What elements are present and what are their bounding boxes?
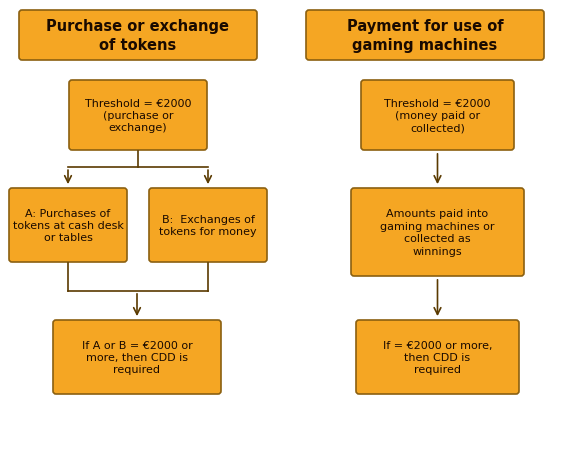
FancyBboxPatch shape: [306, 11, 544, 61]
Text: Amounts paid into
gaming machines or
collected as
winnings: Amounts paid into gaming machines or col…: [380, 209, 495, 256]
FancyBboxPatch shape: [53, 320, 221, 394]
Text: Purchase or exchange
of tokens: Purchase or exchange of tokens: [46, 19, 229, 53]
FancyBboxPatch shape: [351, 188, 524, 276]
Text: B:  Exchanges of
tokens for money: B: Exchanges of tokens for money: [159, 214, 257, 237]
Text: Threshold = €2000
(purchase or
exchange): Threshold = €2000 (purchase or exchange): [85, 98, 191, 133]
Text: If A or B = €2000 or
more, then CDD is
required: If A or B = €2000 or more, then CDD is r…: [81, 340, 192, 374]
FancyBboxPatch shape: [69, 81, 207, 151]
Text: If = €2000 or more,
then CDD is
required: If = €2000 or more, then CDD is required: [383, 340, 492, 374]
Text: Threshold = €2000
(money paid or
collected): Threshold = €2000 (money paid or collect…: [384, 98, 491, 133]
FancyBboxPatch shape: [149, 188, 267, 263]
Text: A: Purchases of
tokens at cash desk
or tables: A: Purchases of tokens at cash desk or t…: [13, 208, 123, 243]
FancyBboxPatch shape: [356, 320, 519, 394]
FancyBboxPatch shape: [9, 188, 127, 263]
FancyBboxPatch shape: [361, 81, 514, 151]
FancyBboxPatch shape: [19, 11, 257, 61]
Text: Payment for use of
gaming machines: Payment for use of gaming machines: [347, 19, 503, 53]
